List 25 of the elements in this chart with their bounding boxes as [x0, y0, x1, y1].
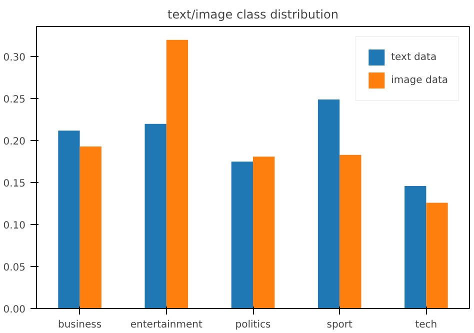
y-tick-label: 0.30: [3, 52, 26, 64]
bar: [318, 100, 340, 308]
x-tick-label: entertainment: [130, 320, 202, 330]
bar: [166, 40, 188, 308]
bar: [253, 156, 275, 308]
x-tick-label: politics: [235, 320, 271, 330]
x-tick-label: business: [58, 320, 102, 330]
legend-label: image data: [391, 74, 448, 86]
legend-label: text data: [391, 52, 437, 62]
bar: [58, 130, 80, 308]
bar: [231, 162, 253, 308]
y-tick-label: 0.00: [3, 304, 26, 316]
y-tick-label: 0.25: [3, 94, 26, 106]
bar: [144, 124, 166, 308]
bar: [404, 186, 426, 308]
bar: [80, 146, 102, 308]
x-tick-label: sport: [326, 320, 353, 330]
y-tick-label: 0.15: [3, 178, 26, 190]
x-tick-label: tech: [415, 320, 438, 330]
chart-title: text/image class distribution: [168, 8, 338, 22]
y-tick-label: 0.20: [3, 136, 26, 148]
y-tick-label: 0.10: [3, 220, 26, 232]
bar: [340, 154, 362, 308]
bar: [426, 202, 448, 308]
y-tick-label: 0.05: [3, 262, 26, 274]
